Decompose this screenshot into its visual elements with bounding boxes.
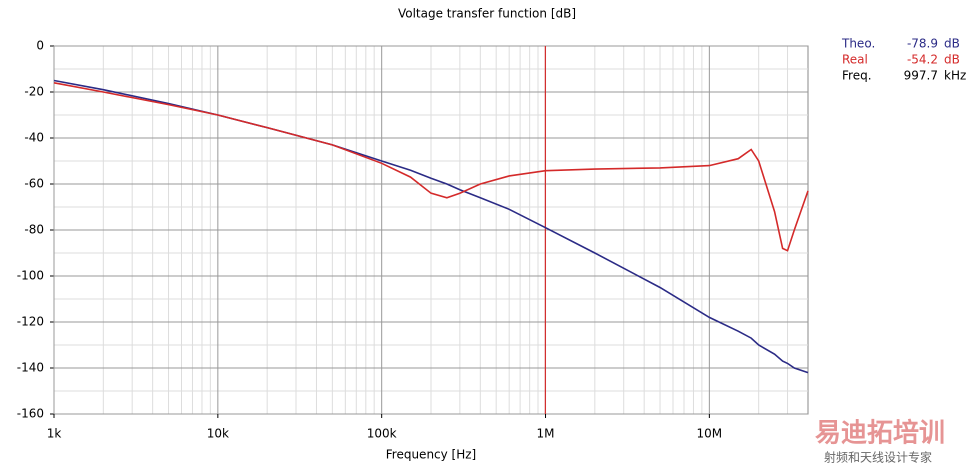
x-tick-label: 10k [207, 427, 229, 441]
y-tick-label: -40 [24, 131, 44, 145]
readout-value: -78.9 [907, 37, 938, 51]
y-tick-label: -120 [17, 315, 44, 329]
y-tick-label: -140 [17, 361, 44, 375]
x-axis-label: Frequency [Hz] [386, 448, 477, 462]
readout-label: Real [842, 53, 868, 67]
x-tick-label: 1M [537, 427, 555, 441]
x-tick-label: 100k [367, 427, 397, 441]
y-tick-label: -80 [24, 223, 44, 237]
series-line [53, 82, 809, 252]
readout-value: -54.2 [907, 53, 938, 67]
y-tick-label: -60 [24, 177, 44, 191]
y-tick-label: 0 [36, 39, 44, 53]
y-tick-label: -20 [24, 85, 44, 99]
chart-title: Voltage transfer function [dB] [398, 7, 576, 21]
readout-label: Freq. [842, 69, 872, 83]
y-tick-label: -160 [17, 407, 44, 421]
x-tick-label: 1k [47, 427, 62, 441]
watermark-subtitle: 射频和天线设计专家 [824, 450, 932, 465]
readout-value: 997.7 [904, 69, 938, 83]
watermark-title: 易迪拓培训 [815, 419, 945, 449]
x-tick-label: 10M [697, 427, 723, 441]
readout-unit: dB [944, 37, 960, 51]
readout-label: Theo. [841, 37, 875, 51]
y-tick-label: -100 [17, 269, 44, 283]
readout-unit: kHz [944, 69, 966, 83]
readout-unit: dB [944, 53, 960, 67]
